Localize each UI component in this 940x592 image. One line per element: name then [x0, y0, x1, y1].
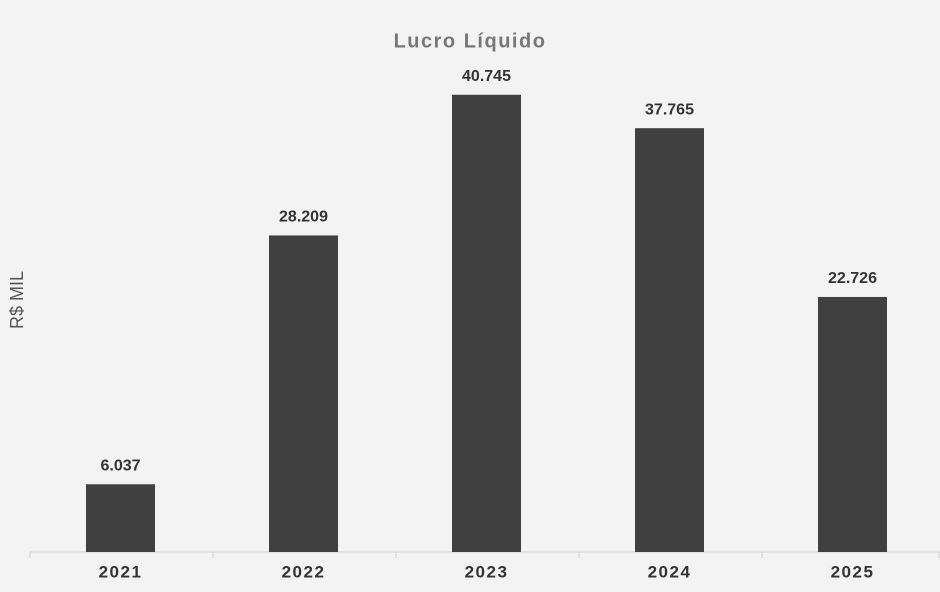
bar	[269, 235, 338, 553]
bar	[86, 484, 155, 552]
x-tick-label: 2025	[831, 562, 875, 581]
bar	[635, 128, 704, 552]
bar	[452, 94, 521, 553]
chart-title: Lucro Líquido	[394, 30, 547, 52]
x-tick-label: 2022	[282, 562, 326, 581]
bar	[818, 296, 887, 552]
x-tick-label: 2024	[648, 562, 692, 581]
value-label: 40.745	[462, 68, 511, 85]
x-tick-label: 2021	[99, 562, 143, 581]
value-label: 37.765	[645, 101, 694, 118]
value-label: 22.726	[828, 270, 877, 287]
y-axis-label: R$ MIL	[7, 271, 27, 329]
value-label: 28.209	[279, 209, 328, 226]
x-tick-label: 2023	[465, 562, 509, 581]
value-label: 6.037	[100, 457, 140, 474]
